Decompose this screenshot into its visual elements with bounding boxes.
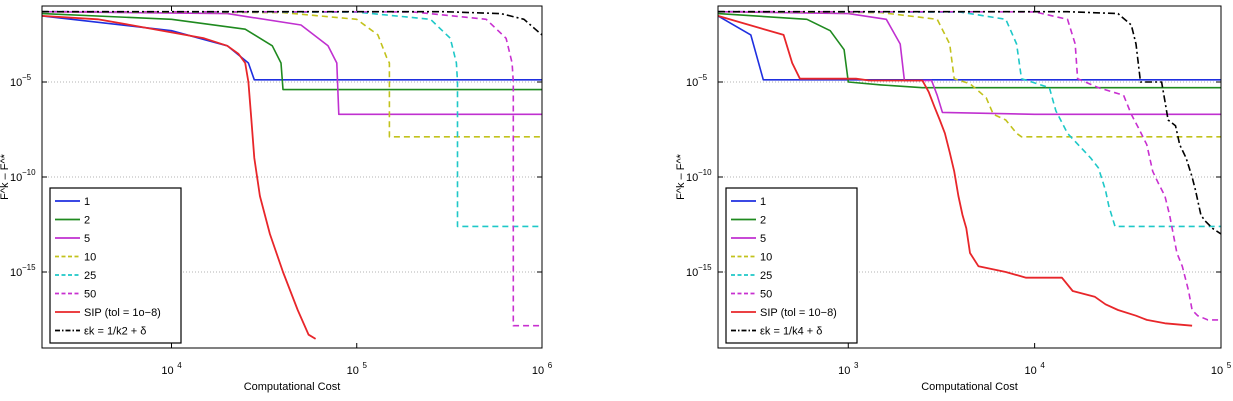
series-line-1 (717, 15, 1221, 81)
legend-label: εk = 1/k2 + δ (84, 326, 146, 338)
x-tick-label: 10 (838, 365, 850, 377)
series-line-5 (717, 10, 1221, 116)
series-line-1 (41, 15, 542, 81)
y-axis-label: F^k – F^* (675, 153, 687, 199)
x-axis-label: Computational Cost (244, 381, 341, 393)
series-line-2 (41, 12, 542, 91)
y-tick-label-exponent: −15 (22, 263, 36, 272)
y-tick-label: 10 (10, 267, 22, 279)
x-tick-label: 10 (347, 365, 359, 377)
y-tick-label: 10 (686, 77, 698, 89)
legend-label: SIP (tol = 10−8) (760, 307, 837, 319)
x-axis-label: Computational Cost (921, 381, 1018, 393)
legend-label: 10 (84, 252, 96, 264)
legend-label: SIP (tol = 1o−8) (84, 307, 161, 319)
legend-label: 25 (760, 270, 772, 282)
series-line-2 (717, 12, 1221, 89)
legend-label: 5 (84, 233, 90, 245)
x-tick-label: 10 (161, 365, 173, 377)
y-tick-label: 10 (10, 172, 22, 184)
x-tick-label: 10 (1025, 365, 1037, 377)
legend-label: 5 (760, 233, 766, 245)
x-tick-label: 10 (532, 365, 544, 377)
series-line-sip-tol-1o-8- (41, 15, 317, 340)
series-line-50 (41, 10, 542, 327)
legend-label: 2 (760, 215, 766, 227)
y-axis-label: F^k – F^* (0, 153, 11, 199)
y-tick-label: 10 (686, 172, 698, 184)
x-tick-label-exponent: 4 (1040, 361, 1045, 370)
legend-label: 2 (84, 215, 90, 227)
y-tick-label-exponent: −10 (22, 168, 36, 177)
y-tick-label-exponent: −15 (698, 263, 712, 272)
x-tick-label-exponent: 4 (177, 361, 182, 370)
legend-label: 10 (760, 252, 772, 264)
legend-label: 1 (84, 196, 90, 208)
x-tick-label-exponent: 3 (854, 361, 859, 370)
legend-label: εk = 1/k4 + δ (760, 326, 822, 338)
series-line-10 (41, 10, 542, 138)
series-line-25 (717, 10, 1221, 228)
series-line-10 (717, 10, 1221, 138)
y-tick-label: 10 (686, 267, 698, 279)
legend-box (725, 187, 858, 344)
legend-label: 50 (760, 289, 772, 301)
y-tick-label-exponent: −5 (698, 73, 708, 82)
x-tick-label-exponent: 6 (548, 361, 553, 370)
x-tick-label: 10 (1211, 365, 1223, 377)
y-tick-label: 10 (10, 77, 22, 89)
series-line-5 (41, 10, 542, 116)
legend-box (49, 187, 182, 344)
series-line--k-1-k2- (42, 10, 543, 36)
y-tick-label-exponent: −5 (22, 73, 32, 82)
legend-label: 1 (760, 196, 766, 208)
x-tick-label-exponent: 5 (1227, 361, 1232, 370)
series-line-50 (717, 10, 1221, 321)
x-tick-label-exponent: 5 (363, 361, 368, 370)
series-line-sip-tol-10-8- (717, 15, 1193, 327)
y-tick-label-exponent: −10 (698, 168, 712, 177)
legend-label: 50 (84, 289, 96, 301)
legend-label: 25 (84, 270, 96, 282)
series-line-25 (41, 10, 542, 228)
